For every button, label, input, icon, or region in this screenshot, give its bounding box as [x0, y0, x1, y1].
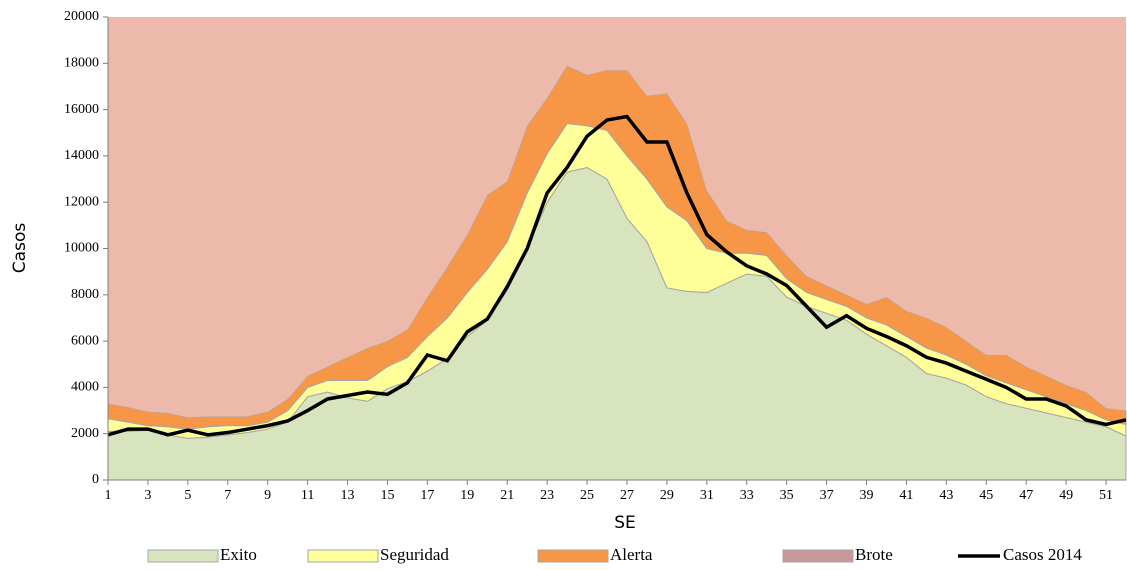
y-tick-label: 12000	[64, 194, 99, 209]
x-tick-label: 3	[144, 488, 151, 503]
legend-label: Alerta	[610, 545, 653, 564]
x-axis-label: SE	[614, 513, 636, 533]
x-tick-label: 15	[380, 488, 394, 503]
x-tick-label: 49	[1059, 488, 1073, 503]
y-tick-label: 18000	[64, 56, 99, 71]
legend-label: Exito	[220, 545, 257, 564]
x-tick-label: 13	[341, 488, 355, 503]
y-tick-label: 4000	[71, 380, 99, 395]
x-tick-label: 31	[700, 488, 714, 503]
y-tick-label: 8000	[71, 287, 99, 302]
x-tick-label: 9	[264, 488, 271, 503]
x-tick-label: 41	[899, 488, 913, 503]
area-3	[108, 17, 1126, 418]
y-tick-label: 6000	[71, 333, 99, 348]
legend-label: Brote	[855, 545, 893, 564]
y-tick-label: 14000	[64, 148, 99, 163]
x-tick-label: 25	[580, 488, 594, 503]
x-tick-label: 27	[620, 488, 634, 503]
x-tick-label: 35	[780, 488, 794, 503]
x-tick-label: 23	[540, 488, 554, 503]
legend-swatch	[537, 549, 609, 563]
x-tick-label: 37	[820, 488, 834, 503]
y-tick-label: 10000	[64, 241, 99, 256]
legend-label: Casos 2014	[1003, 545, 1082, 564]
x-tick-label: 19	[460, 488, 474, 503]
x-tick-label: 33	[740, 488, 754, 503]
x-tick-label: 51	[1099, 488, 1113, 503]
x-tick-label: 7	[224, 488, 231, 503]
y-tick-label: 0	[92, 472, 99, 487]
x-tick-label: 45	[979, 488, 993, 503]
x-tick-label: 39	[860, 488, 874, 503]
x-tick-label: 21	[500, 488, 514, 503]
y-tick-label: 2000	[71, 426, 99, 441]
x-tick-label: 29	[660, 488, 674, 503]
legend-swatch	[147, 549, 219, 563]
legend-swatch	[307, 549, 379, 563]
y-tick-label: 16000	[64, 102, 99, 117]
x-tick-label: 43	[939, 488, 953, 503]
x-tick-label: 47	[1019, 488, 1033, 503]
y-axis-label: Casos	[10, 223, 30, 274]
x-tick-label: 17	[420, 488, 434, 503]
y-tick-label: 20000	[64, 9, 99, 24]
x-tick-label: 1	[105, 488, 112, 503]
legend-swatch	[782, 549, 854, 563]
line	[107, 114, 1127, 437]
legend-label: Seguridad	[380, 545, 449, 564]
x-tick-label: 5	[184, 488, 191, 503]
x-tick-label: 11	[301, 488, 314, 503]
